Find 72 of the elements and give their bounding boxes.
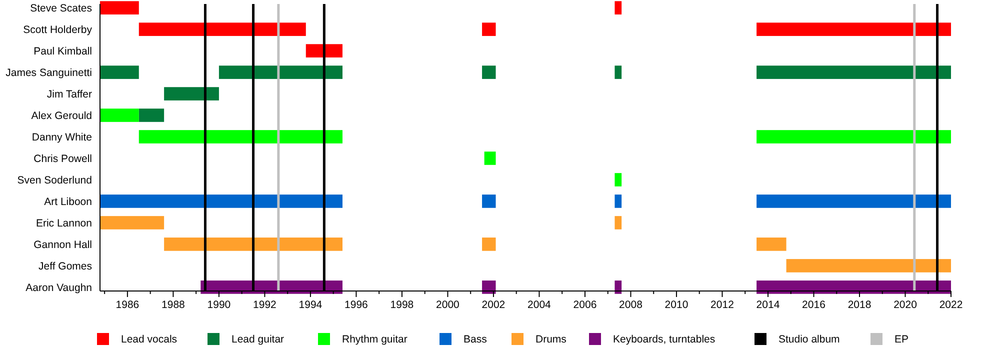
bar xyxy=(138,130,342,144)
legend-label: Drums xyxy=(536,334,566,346)
bar xyxy=(218,66,342,79)
bar xyxy=(306,44,342,58)
x-tick-label: 1996 xyxy=(344,299,368,311)
bar xyxy=(614,194,622,208)
y-tick-label: Aaron Vaughn xyxy=(26,282,92,294)
legend-label: EP xyxy=(894,334,909,346)
x-tick-label: 2022 xyxy=(939,299,963,311)
x-tick-label: 2018 xyxy=(848,299,872,311)
x-tick-label: 2016 xyxy=(802,299,826,311)
y-tick-label: Alex Gerould xyxy=(31,110,92,122)
legend-label: Bass xyxy=(464,334,487,346)
bar xyxy=(756,66,951,79)
y-tick-label: Eric Lannon xyxy=(36,217,92,230)
bar xyxy=(100,194,342,208)
x-tick-label: 1992 xyxy=(253,299,277,311)
bar xyxy=(482,22,496,36)
legend-label: Studio album xyxy=(778,334,840,346)
x-tick-label: 2020 xyxy=(894,299,918,311)
y-tick-label: Art Liboon xyxy=(44,196,92,208)
y-tick-label: Jeff Gomes xyxy=(38,260,92,272)
y-tick-label: Paul Kimball xyxy=(34,45,92,58)
y-tick-label: Gannon Hall xyxy=(34,238,92,251)
bar xyxy=(482,238,496,251)
bar xyxy=(484,152,496,165)
bar xyxy=(786,259,951,272)
legend-label: Rhythm guitar xyxy=(342,334,408,346)
x-tick-label: 2008 xyxy=(619,299,643,311)
x-tick-label: 1988 xyxy=(162,299,186,311)
bar xyxy=(100,216,164,230)
y-tick-label: Scott Holderby xyxy=(23,24,93,36)
y-tick-label: Sven Soderlund xyxy=(17,174,92,186)
x-tick-label: 1998 xyxy=(390,299,414,311)
y-tick-label: Steve Scates xyxy=(30,2,92,14)
x-tick-label: 1994 xyxy=(298,299,322,311)
bar xyxy=(164,238,342,251)
bar xyxy=(756,238,786,251)
bar xyxy=(100,108,139,122)
bar xyxy=(164,87,219,100)
x-tick-label: 2012 xyxy=(710,299,734,311)
bar xyxy=(614,216,622,230)
y-tick-label: Danny White xyxy=(32,131,92,144)
bar xyxy=(614,66,622,79)
bar xyxy=(100,1,139,14)
x-tick-label: 1986 xyxy=(116,299,140,311)
bar xyxy=(756,130,951,144)
bar xyxy=(614,1,622,14)
bar xyxy=(138,22,306,36)
legend-label: Lead guitar xyxy=(232,334,285,346)
bar xyxy=(100,66,139,79)
y-tick-label: Chris Powell xyxy=(34,152,92,165)
y-tick-label: Jim Taffer xyxy=(46,88,92,100)
x-tick-label: 2004 xyxy=(528,299,552,311)
bar xyxy=(614,173,622,186)
legend-label: Lead vocals xyxy=(121,334,178,346)
x-tick-label: 2002 xyxy=(482,299,506,311)
bar xyxy=(482,66,496,79)
x-tick-label: 2000 xyxy=(436,299,460,311)
x-tick-label: 1990 xyxy=(207,299,231,311)
y-tick-label: James Sanguinetti xyxy=(6,66,92,79)
bar xyxy=(482,280,496,294)
legend-label: Keyboards, turntables xyxy=(613,334,716,346)
x-tick-label: 2010 xyxy=(664,299,688,311)
bar xyxy=(138,108,164,122)
x-tick-label: 2006 xyxy=(573,299,597,311)
bar xyxy=(482,194,496,208)
x-tick-label: 2014 xyxy=(756,299,780,311)
bar xyxy=(756,22,951,36)
bar xyxy=(756,194,951,208)
bar xyxy=(614,280,622,294)
bar xyxy=(756,280,951,294)
